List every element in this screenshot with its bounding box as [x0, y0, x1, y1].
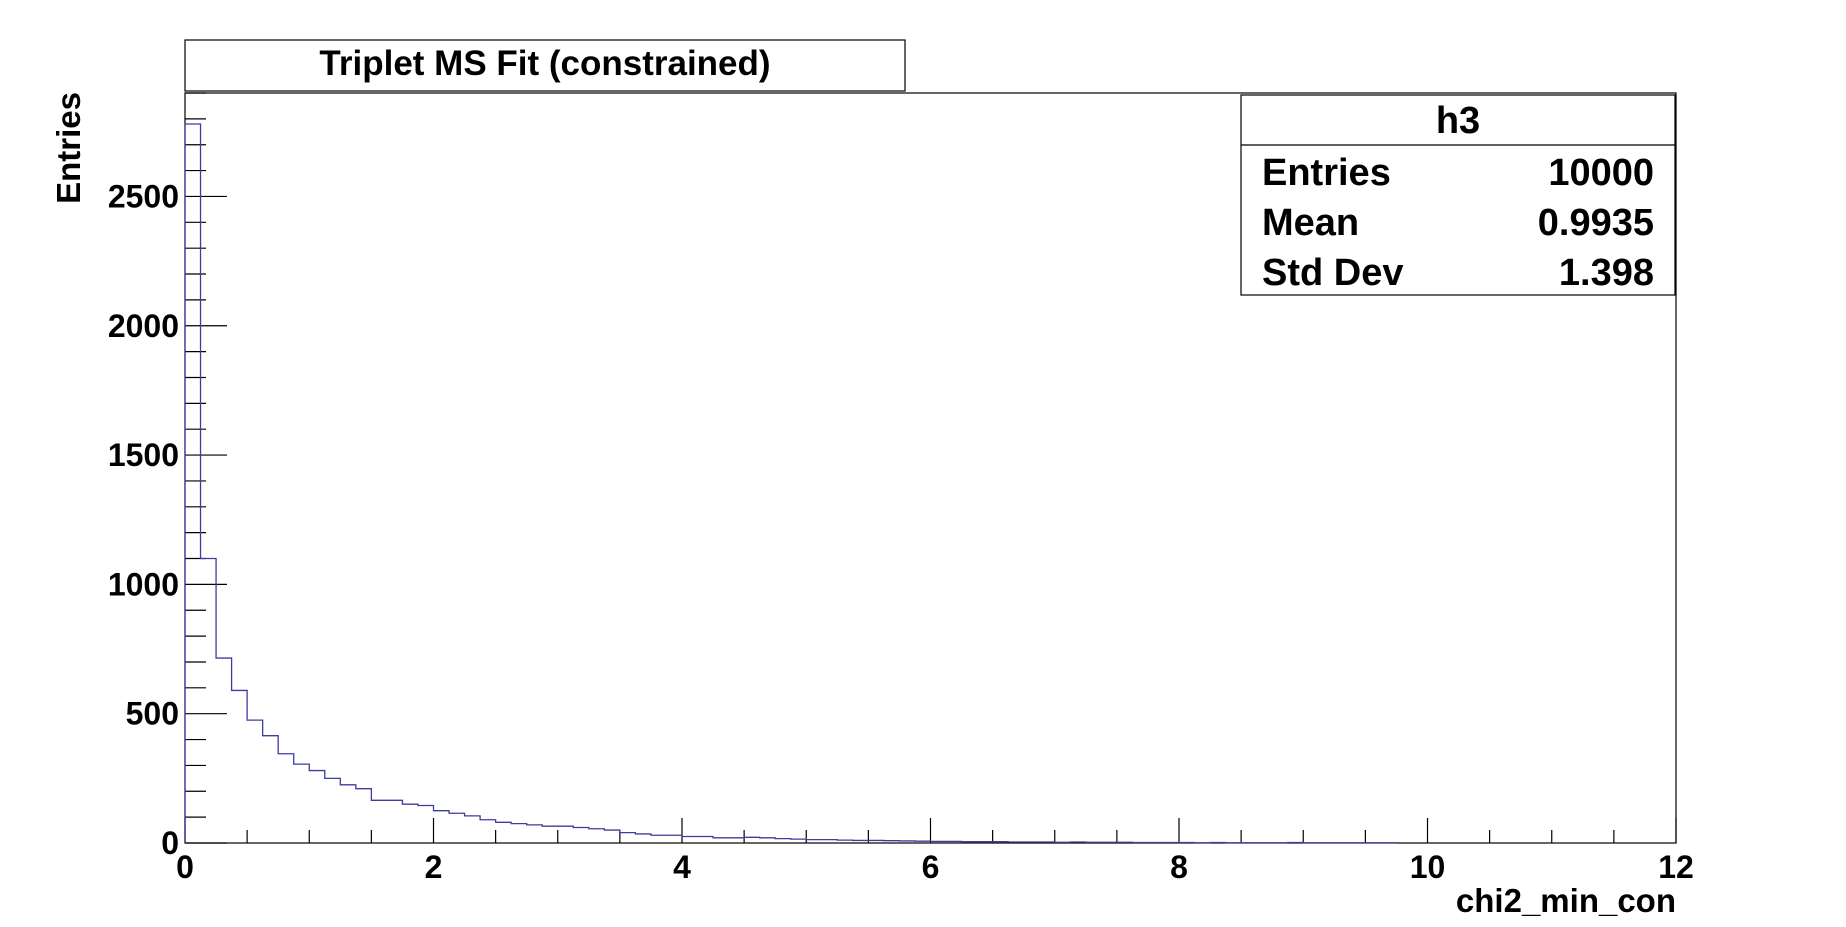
y-tick-label: 1000: [108, 566, 179, 602]
x-tick-label: 4: [673, 849, 691, 885]
stats-label-entries: Entries: [1262, 152, 1391, 194]
histogram-bin: [729, 838, 745, 843]
histogram-bin: [434, 811, 450, 843]
histogram-bin: [962, 842, 978, 843]
histogram-bin: [185, 124, 201, 843]
histogram-bin: [868, 840, 884, 843]
histogram-bin: [418, 806, 434, 844]
histogram-bin: [480, 820, 496, 843]
histogram-bin: [340, 785, 356, 843]
histogram-bin: [977, 842, 993, 843]
y-tick-label: 2000: [108, 308, 179, 344]
histogram-bin: [558, 826, 574, 843]
stats-box-name: h3: [1436, 100, 1480, 142]
y-tick-label: 1500: [108, 437, 179, 473]
histogram-bin: [1163, 842, 1179, 843]
histogram-bin: [232, 690, 248, 843]
histogram-bin: [620, 833, 636, 843]
x-tick-label: 0: [176, 849, 194, 885]
stats-label-stddev: Std Dev: [1262, 252, 1403, 294]
chart-title: Triplet MS Fit (constrained): [319, 44, 770, 83]
histogram-bin: [1024, 842, 1040, 843]
y-axis-ticks: 0 500 1000 1500 2000 2500: [108, 92, 227, 861]
histogram-bin: [713, 838, 729, 843]
x-tick-label: 6: [922, 849, 940, 885]
histogram-bin: [806, 840, 822, 843]
histogram-bin: [1288, 842, 1304, 843]
y-tick-label: 2500: [108, 178, 179, 214]
histogram-bin: [496, 822, 512, 843]
histogram-bin: [1086, 842, 1102, 843]
y-tick-label: 0: [161, 825, 179, 861]
histogram-bin: [1055, 842, 1071, 843]
histogram-bin: [666, 835, 682, 843]
histogram-bin: [511, 824, 527, 843]
histogram-bin: [931, 841, 947, 843]
x-axis-label: chi2_min_con: [1456, 882, 1676, 919]
histogram-bin: [822, 840, 838, 843]
histogram-bin: [1008, 842, 1024, 843]
histogram-bin: [465, 816, 481, 843]
histogram-bin: [775, 839, 791, 843]
stats-value-mean: 0.9935: [1538, 202, 1654, 244]
stats-box: h3 Entries 10000 Mean 0.9935 Std Dev 1.3…: [1240, 94, 1676, 296]
histogram-bin: [993, 842, 1009, 843]
x-tick-label: 10: [1410, 849, 1446, 885]
histogram-bin: [201, 559, 217, 843]
x-tick-label: 2: [425, 849, 443, 885]
histogram-bin: [278, 754, 294, 843]
histogram-bin: [853, 840, 869, 843]
title-box: [184, 39, 906, 92]
histogram-bin: [635, 834, 651, 843]
histogram-bin: [216, 658, 232, 843]
histogram-bin: [837, 840, 853, 843]
stats-value-stddev: 1.398: [1559, 252, 1654, 294]
histogram-bin: [682, 837, 698, 843]
histogram-bin: [899, 841, 915, 843]
histogram-bin: [589, 829, 605, 843]
histogram-bin: [402, 804, 418, 843]
histogram-bin: [1117, 842, 1133, 843]
histogram-bin: [449, 813, 465, 843]
histogram-bins: [185, 124, 1396, 843]
histogram-bin: [1210, 842, 1226, 843]
histogram-bin: [651, 835, 667, 843]
histogram-bin: [884, 841, 900, 843]
histogram-bin: [356, 789, 372, 843]
y-axis-label: Entries: [50, 92, 87, 204]
histogram-bin: [698, 837, 714, 843]
histogram-bin: [387, 800, 403, 843]
histogram-bin: [309, 771, 325, 843]
histogram-bin: [1039, 842, 1055, 843]
histogram-bin: [263, 736, 279, 843]
x-tick-label: 12: [1658, 849, 1694, 885]
histogram-bin: [325, 778, 341, 843]
histogram-bin: [1070, 842, 1086, 843]
histogram-bin: [247, 720, 263, 843]
stats-value-entries: 10000: [1548, 152, 1654, 194]
histogram-bin: [294, 764, 310, 843]
histogram-bin: [915, 841, 931, 843]
histogram-bin: [791, 839, 807, 843]
histogram-bin: [542, 826, 558, 843]
histogram-bin: [1148, 842, 1164, 843]
histogram-bin: [573, 827, 589, 843]
y-tick-label: 500: [126, 696, 179, 732]
histogram-bin: [1179, 842, 1195, 843]
histogram-bin: [371, 800, 387, 843]
histogram-bin: [760, 838, 776, 843]
x-tick-label: 8: [1170, 849, 1188, 885]
histogram-bin: [946, 841, 962, 843]
histogram-bin: [604, 830, 620, 843]
histogram-bin: [1101, 842, 1117, 843]
histogram-bin: [527, 825, 543, 843]
histogram-series-line: [184, 123, 1398, 844]
stats-label-mean: Mean: [1262, 202, 1359, 244]
histogram-bin: [744, 837, 760, 843]
histogram-bin: [1132, 842, 1148, 843]
